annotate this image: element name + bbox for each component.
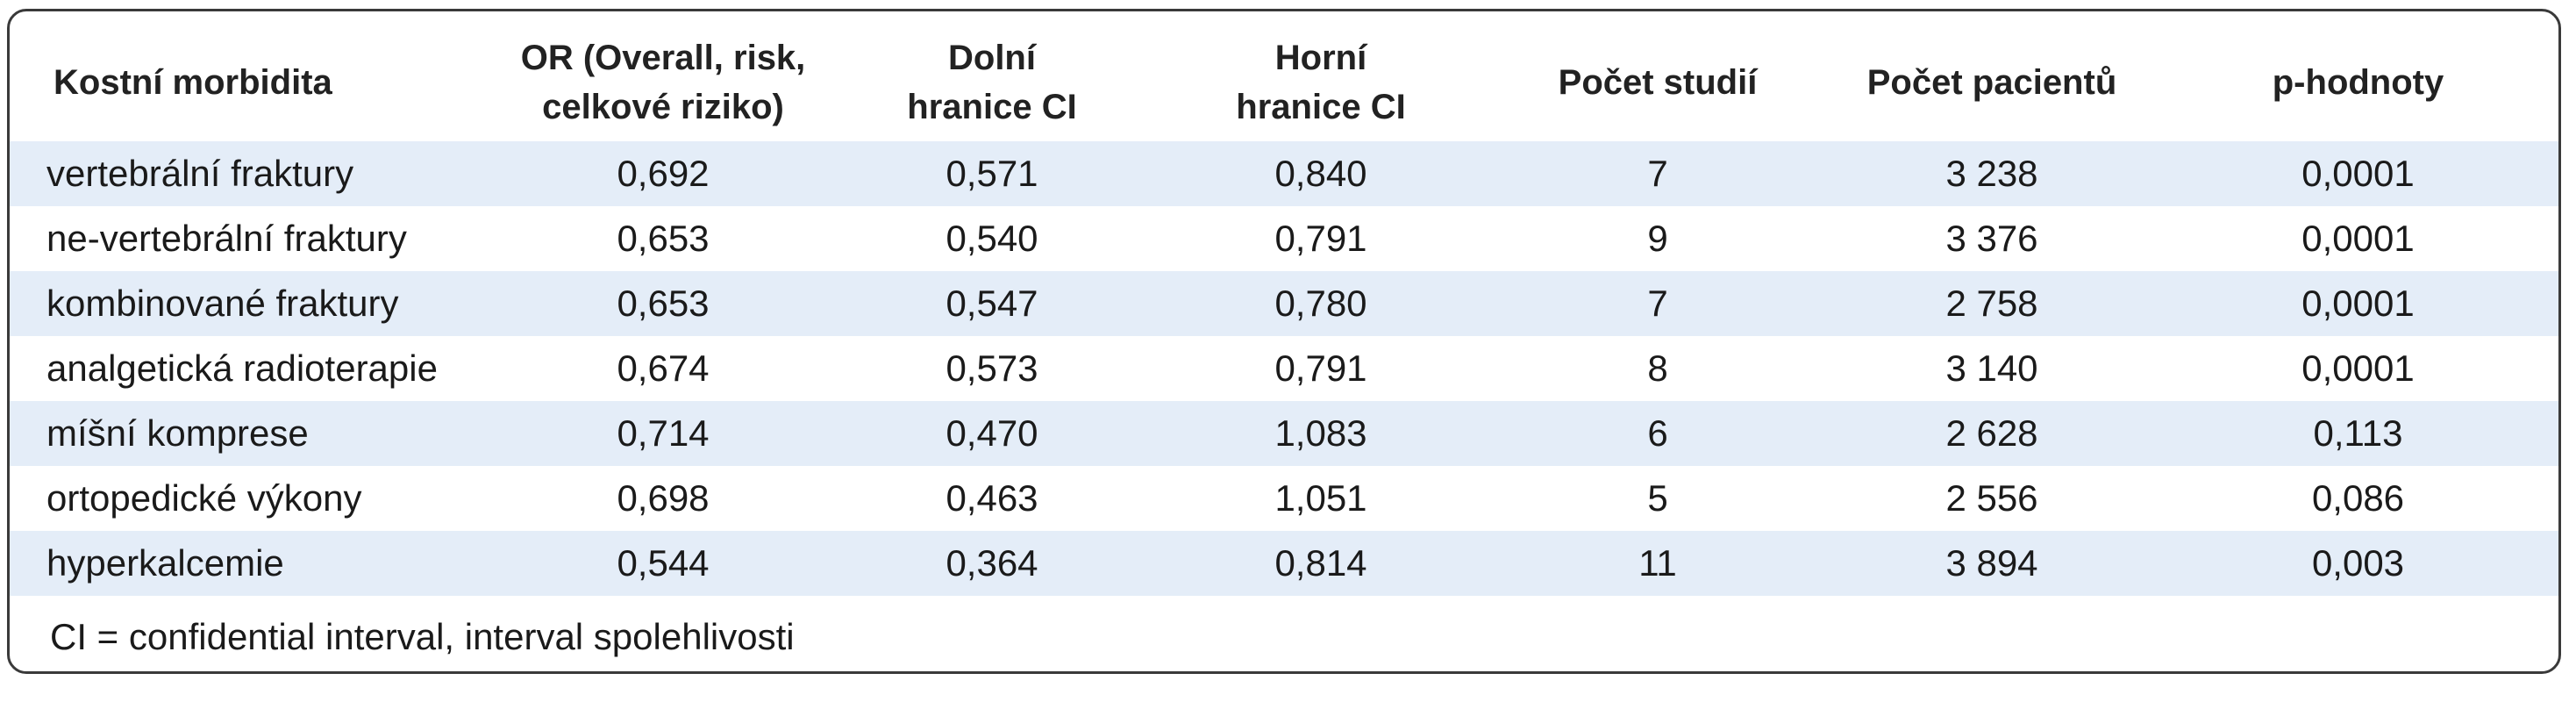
table-frame: Kostní morbidita OR (Overall, risk, celko… xyxy=(7,9,2561,674)
cell-patients: 3 376 xyxy=(1945,218,2038,259)
table-row: kombinované fraktury 0,653 0,547 0,780 7… xyxy=(10,271,2558,336)
cell-lower-ci: 0,470 xyxy=(831,401,1152,466)
cell-upper-ci: 1,051 xyxy=(1274,477,1367,519)
cell-lower-ci: 0,547 xyxy=(831,271,1152,336)
cell-p-value: 0,0001 xyxy=(2301,347,2415,389)
cell-morbidity: vertebrální fraktury xyxy=(10,141,495,206)
bone-morbidity-table: Kostní morbidita OR (Overall, risk, celko… xyxy=(10,11,2558,596)
cell-lower-ci: 0,573 xyxy=(945,347,1038,389)
header-kostni-morbidita: Kostní morbidita xyxy=(54,63,332,102)
cell-studies: 11 xyxy=(1489,531,1826,596)
cell-patients: 2 628 xyxy=(1826,401,2158,466)
table-row: vertebrální fraktury 0,692 0,571 0,840 7… xyxy=(10,141,2558,206)
cell-upper-ci: 0,791 xyxy=(1274,218,1367,259)
header-or: OR (Overall, risk, celkové riziko) xyxy=(520,39,806,126)
cell-studies: 7 xyxy=(1489,271,1826,336)
header-pocet-studii: Počet studií xyxy=(1558,63,1758,102)
cell-p-value: 0,113 xyxy=(2158,401,2558,466)
cell-p-value: 0,0001 xyxy=(2158,141,2558,206)
cell-patients: 2 758 xyxy=(1826,271,2158,336)
cell-lower-ci: 0,463 xyxy=(945,477,1038,519)
cell-morbidity: ortopedické výkony xyxy=(46,477,362,519)
cell-morbidity: ne-vertebrální fraktury xyxy=(46,218,407,259)
cell-studies: 9 xyxy=(1647,218,1668,259)
cell-patients: 2 556 xyxy=(1945,477,2038,519)
table-row: ortopedické výkony 0,698 0,463 1,051 5 2… xyxy=(10,466,2558,531)
cell-patients: 3 894 xyxy=(1826,531,2158,596)
table-row: ne-vertebrální fraktury 0,653 0,540 0,79… xyxy=(10,206,2558,271)
cell-or: 0,692 xyxy=(495,141,831,206)
table-header-row: Kostní morbidita OR (Overall, risk, celko… xyxy=(10,11,2558,141)
table-row: analgetická radioterapie 0,674 0,573 0,7… xyxy=(10,336,2558,401)
header-horni-hranice: Horní hranice CI xyxy=(1236,39,1406,126)
cell-upper-ci: 0,840 xyxy=(1152,141,1489,206)
cell-or: 0,653 xyxy=(617,218,710,259)
cell-studies: 5 xyxy=(1647,477,1668,519)
cell-upper-ci: 0,780 xyxy=(1152,271,1489,336)
cell-studies: 6 xyxy=(1489,401,1826,466)
cell-lower-ci: 0,364 xyxy=(831,531,1152,596)
cell-morbidity: míšní komprese xyxy=(10,401,495,466)
cell-or: 0,698 xyxy=(617,477,710,519)
cell-patients: 3 140 xyxy=(1945,347,2038,389)
header-p-hodnoty: p-hodnoty xyxy=(2272,63,2444,102)
header-pocet-pacientu: Počet pacientů xyxy=(1866,63,2117,102)
cell-morbidity: analgetická radioterapie xyxy=(46,347,438,389)
cell-morbidity: kombinované fraktury xyxy=(10,271,495,336)
header-dolni-hranice: Dolní hranice CI xyxy=(907,39,1077,126)
cell-lower-ci: 0,571 xyxy=(831,141,1152,206)
table-row: hyperkalcemie 0,544 0,364 0,814 11 3 894… xyxy=(10,531,2558,596)
cell-p-value: 0,003 xyxy=(2158,531,2558,596)
cell-p-value: 0,086 xyxy=(2311,477,2405,519)
cell-or: 0,674 xyxy=(617,347,710,389)
cell-upper-ci: 0,791 xyxy=(1274,347,1367,389)
cell-studies: 8 xyxy=(1647,347,1668,389)
cell-or: 0,653 xyxy=(495,271,831,336)
cell-or: 0,544 xyxy=(495,531,831,596)
table-row: míšní komprese 0,714 0,470 1,083 6 2 628… xyxy=(10,401,2558,466)
cell-p-value: 0,0001 xyxy=(2158,271,2558,336)
table-footnote: CI = confidential interval, interval spo… xyxy=(50,616,795,657)
cell-upper-ci: 1,083 xyxy=(1152,401,1489,466)
cell-patients: 3 238 xyxy=(1826,141,2158,206)
cell-p-value: 0,0001 xyxy=(2301,218,2415,259)
cell-lower-ci: 0,540 xyxy=(945,218,1038,259)
cell-or: 0,714 xyxy=(495,401,831,466)
cell-studies: 7 xyxy=(1489,141,1826,206)
cell-upper-ci: 0,814 xyxy=(1152,531,1489,596)
cell-morbidity: hyperkalcemie xyxy=(10,531,495,596)
